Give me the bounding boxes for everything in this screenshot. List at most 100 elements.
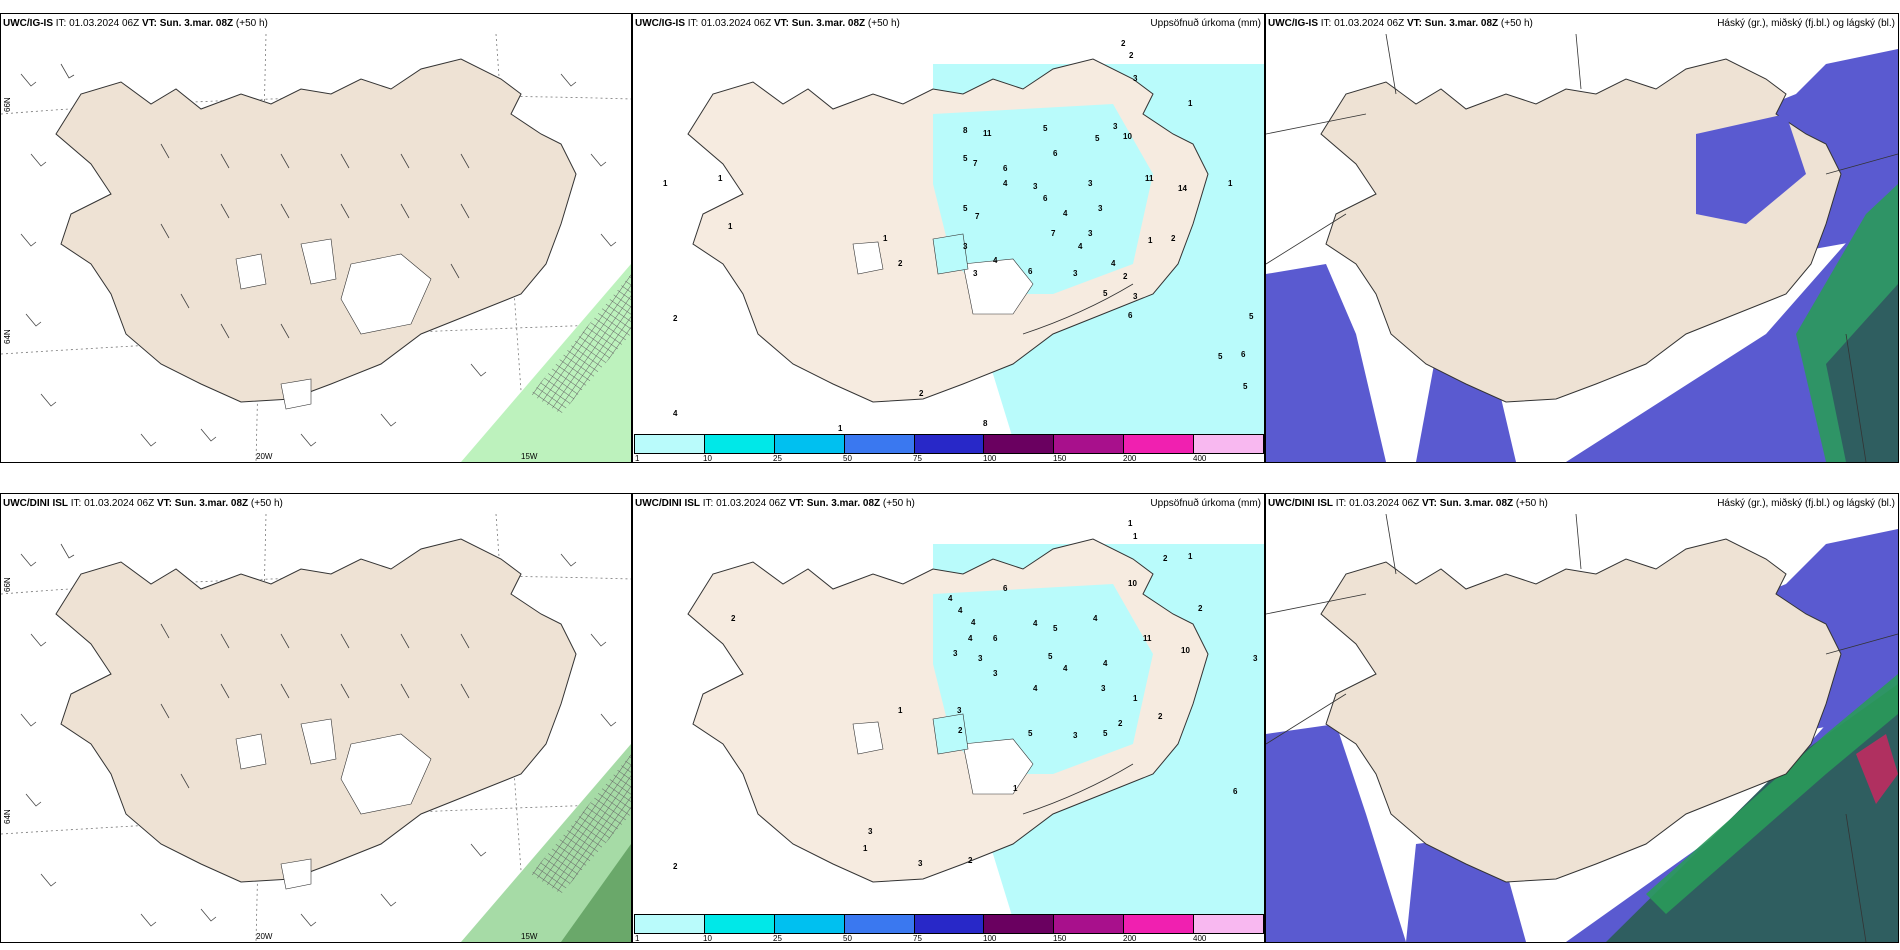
colorbar-swatch (1124, 915, 1195, 933)
precip-value: 4 (971, 618, 976, 627)
precip-value: 5 (1048, 652, 1053, 661)
precip-value: 1 (1013, 784, 1018, 793)
lat-label-64n: 64N (3, 809, 12, 824)
colorbar-swatch (914, 915, 985, 933)
vt-prefix: VT: (788, 498, 804, 509)
it-prefix: IT: (55, 18, 67, 29)
colorbar-label: 100 (983, 454, 997, 463)
panel-header: UWC/DINI ISL IT: 01.03.2024 06Z VT: Sun.… (3, 498, 283, 510)
precip-value: 3 (957, 706, 962, 715)
precip-value: 3 (1133, 292, 1138, 301)
colorbar-label: 25 (773, 934, 782, 943)
precip-value: 8 (963, 126, 968, 135)
precip-value: 11 (983, 129, 992, 138)
precip-value: 6 (1043, 194, 1048, 203)
precip-value: 1 (1133, 694, 1138, 703)
lead-time: (+50 h) (235, 18, 268, 29)
cloud-title: Háský (gr.), miðský (fj.bl.) og lágský (… (1717, 498, 1895, 509)
colorbar-label: 50 (843, 454, 852, 463)
lat-label-66n: 66N (3, 577, 12, 592)
panel-header: UWC/DINI ISL IT: 01.03.2024 06Z VT: Sun.… (1268, 498, 1548, 510)
precip-value: 3 (978, 654, 983, 663)
precip-value: 2 (1198, 604, 1203, 613)
precip-value: 3 (1073, 731, 1078, 740)
precip-value: 3 (1073, 269, 1078, 278)
lon-label-15w: 15W (521, 932, 538, 941)
colorbar-label: 100 (983, 934, 997, 943)
colorbar-label: 25 (773, 454, 782, 463)
colorbar-swatch (704, 915, 775, 933)
lat-label-66n: 66N (3, 97, 12, 112)
it-value: 01.03.2024 06Z (1349, 498, 1420, 509)
precip-value: 1 (883, 234, 888, 243)
precip-value: 3 (868, 827, 873, 836)
precip-value: 5 (1103, 289, 1108, 298)
precip-value: 14 (1178, 184, 1187, 193)
precip-value: 5 (1218, 352, 1223, 361)
precip-value: 4 (1103, 659, 1108, 668)
colorbar-swatch (1194, 915, 1264, 933)
precip-value: 3 (1033, 182, 1038, 191)
precip-value: 3 (1253, 654, 1258, 663)
colorbar-swatch (1054, 915, 1125, 933)
precip-value: 4 (673, 409, 678, 418)
iceland-land (55, 58, 577, 403)
precip-value: 2 (1121, 39, 1126, 48)
precip-value: 3 (953, 649, 958, 658)
precip-panel-top: UWC/IG-IS IT: 01.03.2024 06Z VT: Sun. 3.… (632, 13, 1265, 463)
vt-prefix: VT: (1421, 498, 1437, 509)
precip-value: 2 (1171, 234, 1176, 243)
colorbar-swatch (984, 915, 1055, 933)
it-prefix: IT: (702, 498, 714, 509)
precip-value: 3 (973, 269, 978, 278)
cloud-map (1266, 514, 1898, 942)
colorbar-swatch (635, 915, 705, 933)
vt-value: Sun. 3.mar. 08Z (1424, 18, 1499, 29)
colorbar-swatch (844, 915, 915, 933)
vt-value: Sun. 3.mar. 08Z (791, 18, 866, 29)
colorbar-label: 150 (1053, 454, 1067, 463)
precip-value: 5 (963, 204, 968, 213)
colorbar-swatch (774, 435, 845, 453)
precip-value: 1 (863, 844, 868, 853)
panel-header: UWC/IG-IS IT: 01.03.2024 06Z VT: Sun. 3.… (1268, 18, 1533, 30)
colorbar-label: 200 (1123, 454, 1137, 463)
vt-value: Sun. 3.mar. 08Z (806, 498, 881, 509)
precip-value: 1 (1148, 236, 1153, 245)
lon-label-20w: 20W (256, 932, 273, 941)
precip-value: 4 (993, 256, 998, 265)
vt-prefix: VT: (156, 498, 172, 509)
cloud-panel-top: UWC/IG-IS IT: 01.03.2024 06Z VT: Sun. 3.… (1265, 13, 1899, 463)
precip-value: 10 (1123, 132, 1132, 141)
cloud-title: Háský (gr.), miðský (fj.bl.) og lágský (… (1717, 18, 1895, 29)
precip-value: 11 (1143, 634, 1152, 643)
cloud-panel-bottom: UWC/DINI ISL IT: 01.03.2024 06Z VT: Sun.… (1265, 493, 1899, 943)
precip-map (687, 538, 1264, 919)
precip-value: 1 (728, 222, 733, 231)
it-value: 01.03.2024 06Z (84, 498, 155, 509)
model-label: UWC/IG-IS (635, 18, 685, 29)
colorbar-label: 10 (703, 934, 712, 943)
colorbar-swatch (914, 435, 985, 453)
lead-time: (+50 h) (250, 498, 283, 509)
colorbar (634, 434, 1264, 454)
it-prefix: IT: (1335, 498, 1347, 509)
colorbar-label: 1 (635, 454, 640, 463)
lead-time: (+50 h) (867, 18, 900, 29)
precip-value: 4 (1111, 259, 1116, 268)
lon-label-20w: 20W (256, 452, 273, 461)
precip-map (687, 58, 1264, 439)
precip-value: 6 (1241, 350, 1246, 359)
precip-value: 6 (1233, 787, 1238, 796)
precip-value: 3 (963, 242, 968, 251)
colorbar (634, 914, 1264, 934)
it-prefix: IT: (1320, 18, 1332, 29)
precip-value: 2 (958, 726, 963, 735)
colorbar-swatch (1124, 435, 1195, 453)
it-prefix: IT: (70, 498, 82, 509)
precip-value: 8 (983, 419, 988, 428)
precip-value: 4 (958, 606, 963, 615)
precip-value: 2 (1129, 51, 1134, 60)
colorbar-swatch (774, 915, 845, 933)
precip-value: 2 (731, 614, 736, 623)
